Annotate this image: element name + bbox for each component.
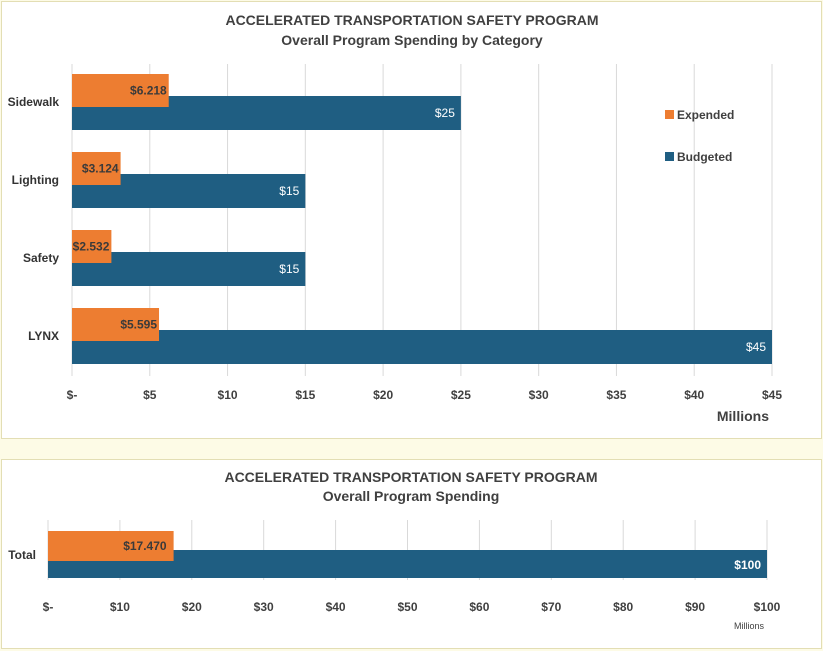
x-tick-label: $35	[606, 388, 626, 402]
bar-budgeted-lynx	[72, 330, 772, 364]
x-tick-label: $-	[67, 388, 78, 402]
category-label-lynx: LYNX	[28, 329, 59, 343]
x-tick-label: $40	[684, 388, 704, 402]
x-tick-label: $40	[326, 600, 346, 614]
x-tick-label: $50	[397, 600, 417, 614]
x-tick-label: $-	[43, 600, 54, 614]
x-tick-label: $45	[762, 388, 782, 402]
x-tick-label: $10	[218, 388, 238, 402]
bar-expended-lynx	[72, 308, 160, 341]
data-label-budgeted-lynx: $45	[746, 340, 766, 354]
chart-subtitle: Overall Program Spending by Category	[281, 32, 543, 48]
x-tick-label: $10	[110, 600, 130, 614]
category-label-safety: Safety	[23, 251, 59, 265]
legend-label-budgeted: Budgeted	[677, 150, 732, 164]
x-axis-label: Millions	[717, 408, 769, 424]
category-label-lighting: Lighting	[12, 173, 59, 187]
legend-label-expended: Expended	[677, 108, 734, 122]
chart-subtitle: Overall Program Spending	[323, 488, 500, 504]
data-label-expended-safety: $2.532	[73, 240, 110, 254]
chart-title: ACCELERATED TRANSPORTATION SAFETY PROGRA…	[224, 469, 597, 485]
bar-expended-total	[48, 531, 174, 561]
data-label-budgeted-sidewalk: $25	[435, 106, 455, 120]
category-label-sidewalk: Sidewalk	[8, 95, 60, 109]
data-label-budgeted-safety: $15	[279, 262, 299, 276]
x-tick-label: $15	[295, 388, 315, 402]
x-tick-label: $20	[373, 388, 393, 402]
x-tick-label: $5	[143, 388, 157, 402]
bar-expended-sidewalk	[72, 74, 169, 107]
category-label-total: Total	[8, 548, 36, 562]
bar-expended-lighting	[72, 152, 121, 185]
legend-swatch-budgeted	[665, 152, 674, 161]
data-label-expended-total: $17.470	[123, 539, 167, 553]
bar-expended-safety	[72, 230, 112, 263]
category-spending-chart-panel: ACCELERATED TRANSPORTATION SAFETY PROGRA…	[1, 1, 822, 439]
data-label-expended-lighting: $3.124	[82, 162, 119, 176]
data-label-budgeted-total: $100	[734, 558, 761, 572]
total-spending-chart: ACCELERATED TRANSPORTATION SAFETY PROGRA…	[8, 469, 781, 631]
x-tick-label: $70	[541, 600, 561, 614]
x-tick-label: $90	[685, 600, 705, 614]
legend-swatch-expended	[665, 110, 674, 119]
x-tick-label: $60	[469, 600, 489, 614]
x-tick-label: $25	[451, 388, 471, 402]
x-tick-label: $100	[754, 600, 781, 614]
data-label-expended-sidewalk: $6.218	[130, 84, 167, 98]
data-label-expended-lynx: $5.595	[120, 318, 157, 332]
chart-title: ACCELERATED TRANSPORTATION SAFETY PROGRA…	[225, 12, 598, 28]
x-tick-label: $30	[254, 600, 274, 614]
category-spending-chart: ACCELERATED TRANSPORTATION SAFETY PROGRA…	[8, 12, 783, 424]
total-spending-chart-panel: ACCELERATED TRANSPORTATION SAFETY PROGRA…	[1, 459, 822, 649]
x-tick-label: $30	[529, 388, 549, 402]
x-tick-label: $80	[613, 600, 633, 614]
x-tick-label: $20	[182, 600, 202, 614]
x-axis-label: Millions	[734, 621, 765, 631]
data-label-budgeted-lighting: $15	[279, 184, 299, 198]
